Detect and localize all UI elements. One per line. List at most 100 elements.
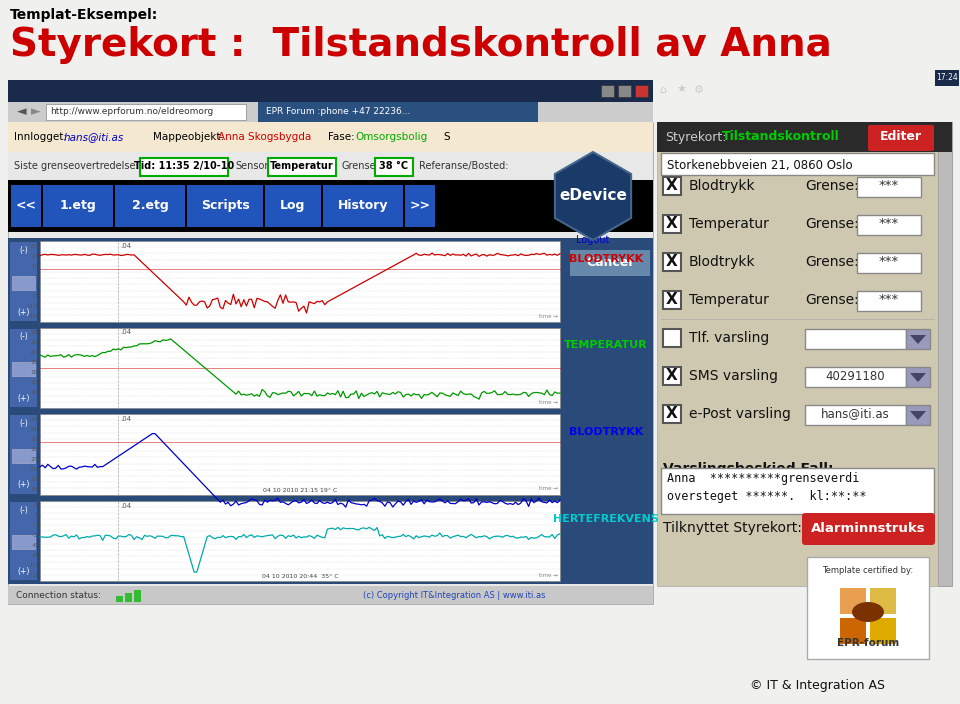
Text: Sensor:: Sensor:: [235, 161, 272, 171]
Text: Blodtrykk: Blodtrykk: [689, 179, 756, 193]
Text: Styrekort :  Tilstandskontroll av Anna: Styrekort : Tilstandskontroll av Anna: [10, 26, 831, 64]
Text: ⚙: ⚙: [694, 85, 704, 95]
Text: ***: ***: [878, 218, 900, 230]
Text: Grense:: Grense:: [805, 255, 859, 269]
FancyBboxPatch shape: [40, 241, 560, 322]
Text: X: X: [666, 179, 678, 194]
Text: TEMPERATUR: TEMPERATUR: [564, 341, 648, 351]
Text: 19: 19: [30, 360, 38, 365]
Polygon shape: [910, 335, 926, 344]
Text: (c) Copyright IT&Integration AS | www.iti.as: (c) Copyright IT&Integration AS | www.it…: [363, 591, 545, 600]
Text: Fase:: Fase:: [328, 132, 355, 142]
FancyBboxPatch shape: [10, 415, 37, 494]
FancyBboxPatch shape: [663, 329, 681, 347]
FancyBboxPatch shape: [258, 102, 538, 122]
Text: 04 10 2010 21:15 19° C: 04 10 2010 21:15 19° C: [263, 487, 337, 493]
Text: Siste grenseovertredelse:: Siste grenseovertredelse:: [14, 161, 139, 171]
Text: time →: time →: [540, 573, 558, 578]
FancyBboxPatch shape: [12, 535, 35, 549]
Text: 0: 0: [35, 523, 38, 528]
FancyBboxPatch shape: [40, 501, 560, 581]
Text: >>: >>: [410, 199, 430, 213]
Text: hans@iti.as: hans@iti.as: [64, 132, 124, 142]
Text: -13: -13: [28, 304, 38, 309]
Text: Blodtrykk: Blodtrykk: [689, 255, 756, 269]
Text: (-): (-): [19, 332, 28, 341]
Polygon shape: [910, 373, 926, 382]
FancyBboxPatch shape: [663, 253, 681, 271]
Text: Cancel: Cancel: [587, 256, 634, 270]
Text: (-): (-): [19, 505, 28, 515]
Text: e-Post varsling: e-Post varsling: [689, 407, 791, 421]
FancyBboxPatch shape: [8, 180, 653, 232]
Text: oversteget ******.  kl:**:**: oversteget ******. kl:**:**: [667, 490, 867, 503]
FancyBboxPatch shape: [601, 85, 614, 97]
Text: hans@iti.as: hans@iti.as: [821, 408, 890, 420]
Text: Templat-Eksempel:: Templat-Eksempel:: [10, 8, 158, 22]
Text: 25: 25: [30, 457, 38, 462]
FancyBboxPatch shape: [8, 102, 653, 122]
Text: 2.etg: 2.etg: [132, 199, 168, 213]
Text: -7: -7: [32, 294, 38, 298]
Text: Tilknyttet Styrekort:: Tilknyttet Styrekort:: [663, 521, 802, 535]
FancyBboxPatch shape: [116, 596, 123, 602]
Text: Template certified by:: Template certified by:: [823, 566, 914, 575]
Text: -15: -15: [28, 574, 38, 579]
Text: Alarminnstruks: Alarminnstruks: [811, 522, 925, 534]
Text: 22: 22: [30, 467, 38, 472]
Text: (+): (+): [17, 308, 30, 317]
FancyBboxPatch shape: [857, 291, 921, 311]
Text: BLODTRYKK: BLODTRYKK: [569, 427, 643, 437]
FancyBboxPatch shape: [134, 590, 141, 602]
Text: SMS varsling: SMS varsling: [689, 369, 778, 383]
FancyBboxPatch shape: [40, 327, 560, 408]
FancyBboxPatch shape: [10, 329, 37, 407]
Text: ⌂: ⌂: [660, 85, 666, 95]
Text: ★: ★: [676, 85, 686, 95]
FancyBboxPatch shape: [906, 405, 930, 425]
Text: Anna Skogsbygda: Anna Skogsbygda: [218, 132, 311, 142]
Text: S: S: [443, 132, 449, 142]
Text: http://www.eprforum.no/eldreomorg: http://www.eprforum.no/eldreomorg: [50, 108, 213, 116]
Text: 16: 16: [31, 487, 38, 492]
Text: Grense:: Grense:: [805, 217, 859, 231]
Text: 1: 1: [35, 284, 38, 289]
FancyBboxPatch shape: [8, 122, 653, 604]
FancyBboxPatch shape: [663, 291, 681, 309]
Text: © IT & Integration AS: © IT & Integration AS: [750, 679, 885, 692]
FancyBboxPatch shape: [323, 185, 403, 227]
Text: Innlogget:: Innlogget:: [14, 132, 67, 142]
FancyBboxPatch shape: [10, 242, 37, 320]
FancyBboxPatch shape: [840, 618, 866, 644]
Text: X: X: [666, 217, 678, 232]
Text: (+): (+): [17, 481, 30, 489]
Text: -9: -9: [32, 553, 38, 558]
Text: Mappeobjekt:: Mappeobjekt:: [153, 132, 224, 142]
Text: 25: 25: [30, 340, 38, 345]
Text: -6: -6: [32, 543, 38, 548]
Text: X: X: [666, 368, 678, 384]
FancyBboxPatch shape: [663, 367, 681, 385]
Text: Scripts: Scripts: [201, 199, 250, 213]
Text: 1.etg: 1.etg: [60, 199, 96, 213]
Text: 37: 37: [30, 417, 38, 422]
Text: time →: time →: [540, 486, 558, 491]
FancyBboxPatch shape: [805, 405, 906, 425]
FancyBboxPatch shape: [857, 215, 921, 235]
Text: 19: 19: [30, 477, 38, 482]
Text: time →: time →: [540, 313, 558, 318]
FancyBboxPatch shape: [870, 618, 896, 644]
Text: 04 10 2010 20:44  35° C: 04 10 2010 20:44 35° C: [262, 574, 338, 579]
Text: .04: .04: [120, 503, 132, 508]
Text: 28: 28: [30, 330, 38, 335]
Text: Varslingsbeskjed Fall:: Varslingsbeskjed Fall:: [663, 462, 833, 476]
Ellipse shape: [852, 602, 884, 622]
FancyBboxPatch shape: [268, 158, 336, 176]
FancyBboxPatch shape: [805, 329, 906, 349]
Text: Temperatur: Temperatur: [270, 161, 334, 171]
FancyBboxPatch shape: [805, 367, 906, 387]
Text: X: X: [666, 406, 678, 422]
Text: .04: .04: [120, 329, 132, 336]
Text: <<: <<: [15, 199, 36, 213]
Polygon shape: [910, 411, 926, 420]
